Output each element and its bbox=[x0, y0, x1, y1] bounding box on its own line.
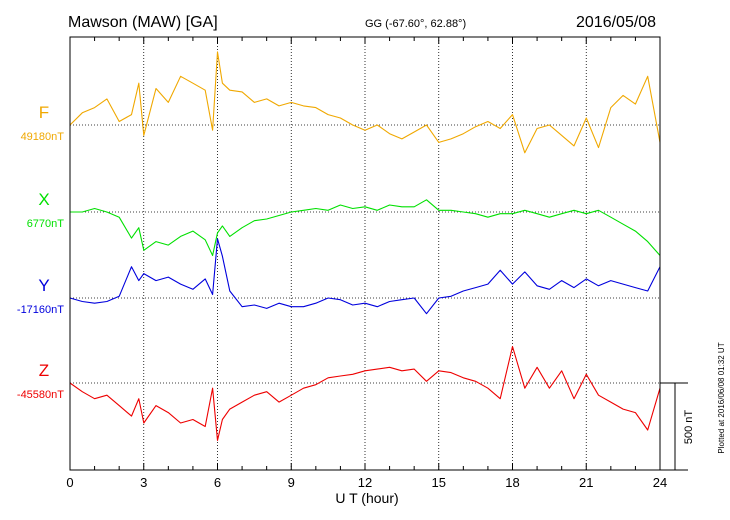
series-labels: F 49180nT X 6770nT Y -17160nT Z -45580nT bbox=[17, 103, 64, 401]
gridlines bbox=[70, 37, 660, 470]
x-tick-label: 3 bbox=[140, 475, 147, 490]
x-tick-label: 12 bbox=[358, 475, 372, 490]
scale-bar-label: 500 nT bbox=[683, 410, 695, 445]
baseline-value-x: 6770nT bbox=[27, 218, 65, 230]
date-label: 2016/05/08 bbox=[576, 14, 656, 31]
trace-layer bbox=[69, 51, 661, 441]
series-label-f: F bbox=[39, 103, 49, 122]
x-axis-label: U T (hour) bbox=[335, 490, 398, 506]
x-tick-label: 0 bbox=[66, 475, 73, 490]
x-tick-label: 6 bbox=[214, 475, 221, 490]
station-title: Mawson (MAW) [GA] bbox=[68, 14, 218, 31]
trace-z bbox=[69, 345, 661, 441]
x-tick-label: 18 bbox=[505, 475, 519, 490]
series-label-x: X bbox=[38, 190, 49, 209]
baseline-value-z: -45580nT bbox=[17, 389, 64, 401]
series-label-y: Y bbox=[38, 276, 49, 295]
series-label-z: Z bbox=[39, 361, 49, 380]
x-tick-label: 21 bbox=[579, 475, 593, 490]
x-axis-ticks: 0 3 6 9 12 15 18 21 24 bbox=[66, 37, 667, 490]
plotted-at-note: Plotted at 2016/06/08 01:32 UT bbox=[717, 342, 726, 453]
trace-y bbox=[69, 238, 661, 315]
scale-bar: 500 nT bbox=[660, 382, 695, 471]
x-tick-label: 15 bbox=[432, 475, 446, 490]
x-tick-label: 9 bbox=[288, 475, 295, 490]
trace-x bbox=[70, 199, 661, 257]
coordinates-label: GG (-67.60°, 62.88°) bbox=[365, 18, 466, 30]
x-tick-label: 24 bbox=[653, 475, 667, 490]
baseline-value-y: -17160nT bbox=[17, 304, 64, 316]
trace-f bbox=[69, 51, 661, 154]
baseline-value-f: 49180nT bbox=[21, 131, 65, 143]
